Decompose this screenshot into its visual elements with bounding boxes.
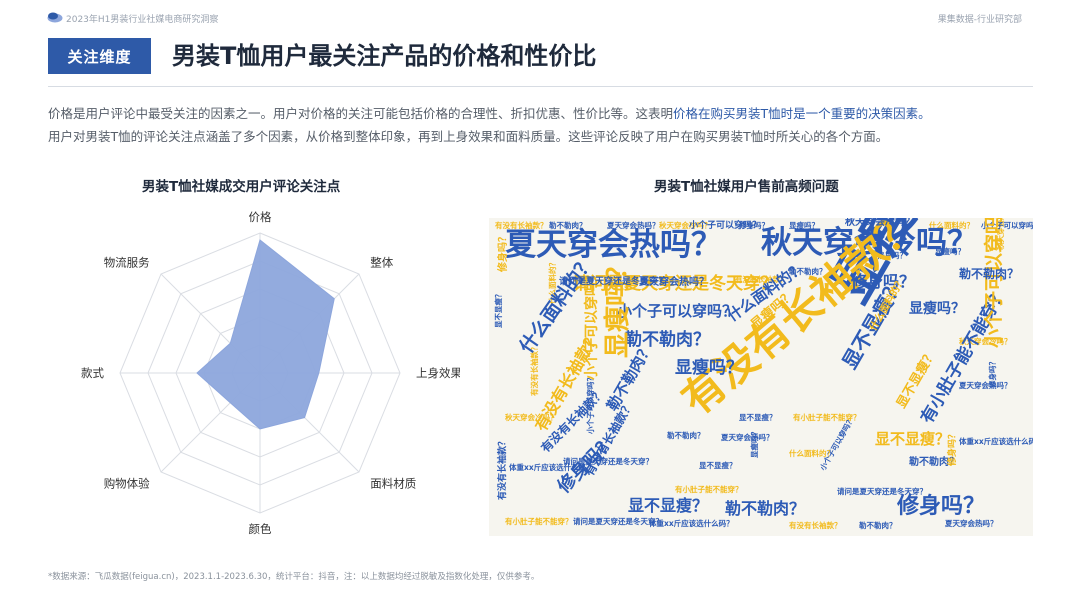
wordcloud-title: 男装T恤社媒用户售前高频问题: [654, 179, 839, 195]
radar-axis-label: 颜色: [249, 522, 272, 536]
radar-chart-title: 男装T恤社媒成交用户评论关注点: [142, 179, 341, 195]
radar-axis-label: 面料材质: [370, 476, 416, 490]
top-bar: 2023年H1男装行业社媒电商研究洞察 果集数据-行业研究部: [0, 0, 1080, 36]
word-cloud-term-small: 什么面料的？: [789, 449, 834, 458]
word-cloud-term: 显瘦吗？: [675, 358, 743, 378]
word-cloud-term-small: 体重xx斤应该选什么码？: [649, 519, 734, 528]
word-cloud-term: 夏天穿会热吗？: [505, 227, 722, 263]
word-cloud-term-small: 显不显瘦？: [494, 290, 503, 329]
word-cloud-term-small: 显瘦吗？: [935, 247, 965, 256]
radar-axis-label: 物流服务: [104, 256, 150, 270]
word-cloud-term: 显不显瘦？: [875, 430, 951, 448]
radar-series-area: [196, 239, 335, 430]
word-cloud-term-small: 修身吗？: [877, 251, 907, 260]
word-cloud-term: 修身吗？: [897, 494, 986, 519]
word-cloud-term-small: 秋天穿会冷吗？: [959, 337, 1012, 346]
word-cloud-term-small: 显不显瘦？: [699, 461, 737, 470]
word-cloud-term: 小个子可以穿吗？: [617, 302, 738, 320]
divider: [48, 86, 1033, 87]
paragraph-highlight: 价格在购买男装T恤时是一个重要的决策因素。: [673, 106, 931, 121]
radar-axis-label: 整体: [370, 256, 393, 270]
word-cloud-term-small: 体重xx斤应该选什么码？: [959, 437, 1033, 446]
word-cloud-term-small: 秋天穿会冷吗？: [505, 413, 558, 422]
word-cloud-term: 夏天穿会热吗？: [639, 277, 709, 288]
org-name: 果集数据-行业研究部: [937, 15, 1022, 25]
word-cloud-term: 修身吗？: [948, 429, 958, 466]
word-cloud-term-small: 夏天穿会热吗？: [607, 221, 660, 230]
word-cloud-term-small: 有小肚子能不能穿？: [793, 413, 861, 422]
report-name: 2023年H1男装行业社媒电商研究洞察: [66, 15, 219, 25]
word-cloud-term: 请问是夏天穿还是冬天穿？: [573, 274, 777, 294]
radar-axis-label: 上身效果: [416, 366, 460, 380]
word-cloud-term: 勒不勒肉？: [959, 267, 1020, 281]
word-cloud-term: 显瘦吗？: [909, 301, 965, 317]
word-cloud-term-small: 修身吗？: [739, 221, 769, 230]
paragraph-line2: 用户对男装T恤的评论关注点涵盖了多个因素，从价格到整体印象，再到上身效果和面料质…: [48, 129, 889, 144]
radar-axis-label: 款式: [81, 366, 104, 380]
word-cloud-term-small: 体重xx斤应该选什么码？: [509, 463, 594, 472]
word-cloud-term-small: 勒不勒肉？: [667, 431, 705, 440]
word-cloud-term: 小个子可以穿吗？: [983, 218, 1005, 348]
word-cloud-term: 有没有长袖款？: [498, 436, 508, 500]
word-cloud-term-small: 显瘦吗？: [789, 221, 819, 230]
intro-paragraph: 价格是用户评论中最受关注的因素之一。用户对价格的关注可能包括价格的合理性、折扣优…: [48, 102, 1038, 148]
word-cloud-term-small: 秋天穿会冷吗？: [659, 221, 712, 230]
word-cloud-term: 勒不勒肉？: [725, 499, 806, 518]
word-cloud-term: 修身吗？: [498, 232, 509, 272]
section-tag: 关注维度: [48, 38, 151, 74]
word-cloud-term-small: 有没有长袖款？: [789, 521, 842, 530]
word-cloud-term: 勒不勒肉？: [909, 457, 959, 468]
word-cloud-term-small: 有没有长袖款？: [735, 275, 788, 284]
word-cloud-term-small: 勒不勒肉？: [789, 267, 827, 276]
word-cloud-term-small: 请问是夏天穿还是冬天穿？: [563, 457, 653, 466]
word-cloud-term-small: 显瘦吗？: [750, 428, 759, 458]
word-cloud-term-small: 修身吗？: [988, 358, 997, 388]
word-cloud-term-small: 夏天穿会热吗？: [959, 381, 1012, 390]
paragraph-line1: 价格是用户评论中最受关注的因素之一。用户对价格的关注可能包括价格的合理性、折扣优…: [48, 106, 674, 121]
word-cloud-term: 显不显瘦？: [628, 496, 709, 515]
word-cloud-term-small: 有没有长袖款？: [495, 221, 548, 230]
word-cloud-term: 秋天穿会冷吗？: [845, 218, 915, 228]
logo-icon: [47, 12, 63, 23]
data-source-note: *数据来源：飞瓜数据(feigua.cn)，2023.1.1-2023.6.30…: [48, 572, 540, 582]
page-title: 男装T恤用户最关注产品的价格和性价比: [172, 42, 597, 70]
word-cloud-term-small: 小个子可以穿吗？: [981, 221, 1033, 230]
word-cloud-term: 修身吗？: [851, 272, 916, 291]
radar-axis-label: 价格: [249, 210, 272, 224]
word-cloud-term-small: 夏天穿会热吗？: [945, 519, 998, 528]
word-cloud-term-small: 请问是夏天穿还是冬天穿？: [573, 517, 663, 526]
word-cloud-term-small: 请问是夏天穿还是冬天穿？: [837, 487, 927, 496]
word-cloud-term: 请问是夏天穿还是冬天穿？: [559, 277, 668, 287]
word-cloud-term: 勒不勒肉？: [625, 330, 710, 350]
word-cloud-term-small: 夏天穿会热吗？: [721, 433, 774, 442]
word-cloud-term-small: 显不显瘦？: [739, 413, 777, 422]
word-cloud-term: 秋天穿会冷吗？: [761, 225, 978, 261]
word-cloud-term-small: 有小肚子能不能穿？: [675, 485, 743, 494]
radar-axis-label: 购物体验: [104, 476, 150, 490]
word-cloud-term-small: 有小肚子能不能穿？: [505, 517, 573, 526]
word-cloud-term: 显瘦吗？: [603, 253, 633, 358]
word-cloud-term-small: 什么面料的？: [929, 221, 974, 230]
word-cloud-term-small: 小个子可以穿吗？: [818, 415, 856, 472]
word-cloud-term-small: 勒不勒肉？: [859, 521, 897, 530]
word-cloud: 秋天穿会冷吗？夏天穿会热吗？勒不勒肉？有没有长袖款？体重xx斤应该选什么码？请问…: [489, 218, 1033, 536]
word-cloud-term: 小个子可以穿吗？: [689, 221, 762, 231]
word-cloud-term-small: 勒不勒肉？: [549, 221, 587, 230]
